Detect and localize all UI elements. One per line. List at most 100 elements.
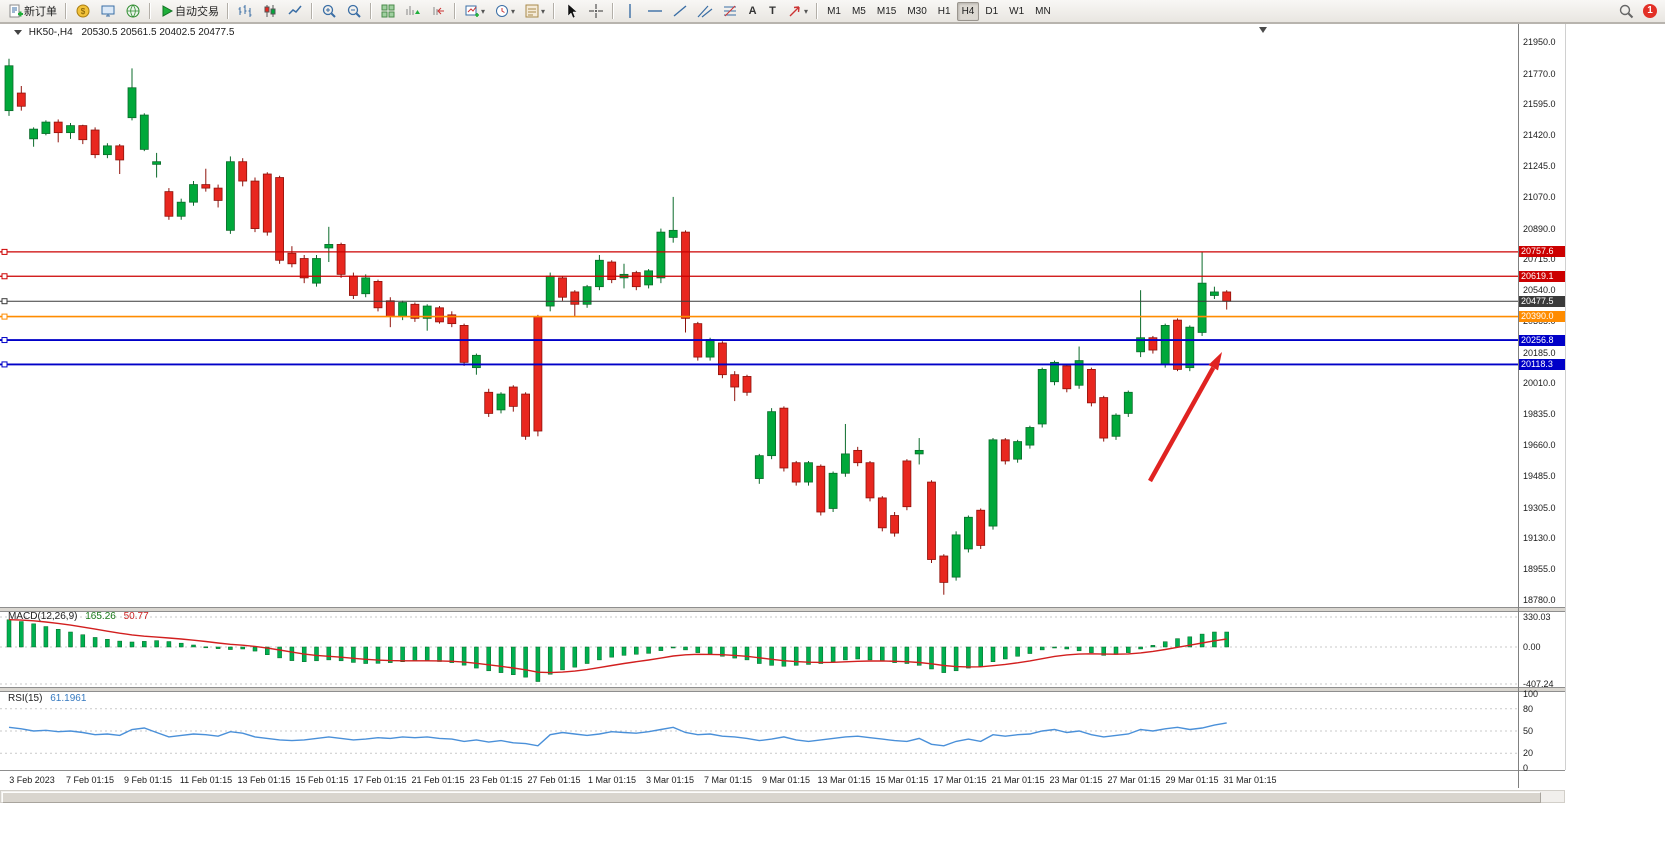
notification-badge[interactable]: 1 bbox=[1643, 4, 1657, 18]
templates-button[interactable]: ▾ bbox=[520, 2, 549, 21]
coin-icon: $ bbox=[75, 3, 91, 19]
tile-windows-button[interactable] bbox=[376, 2, 400, 21]
dropdown-caret-icon: ▾ bbox=[541, 6, 546, 16]
auto-trading-button[interactable]: 自动交易 bbox=[155, 2, 223, 21]
time-axis-label: 3 Mar 01:15 bbox=[645, 775, 695, 785]
timeframe-D1[interactable]: D1 bbox=[980, 2, 1003, 21]
timeframe-MN[interactable]: MN bbox=[1030, 2, 1056, 21]
macd-tick-label: -407.24 bbox=[1523, 679, 1554, 689]
toolbar-separator bbox=[370, 3, 372, 19]
search-icon bbox=[1618, 3, 1634, 19]
time-axis-label: 15 Mar 01:15 bbox=[875, 775, 929, 785]
search-button[interactable] bbox=[1614, 2, 1638, 21]
vertical-line-tool-button[interactable] bbox=[618, 2, 642, 21]
timeframe-M15[interactable]: M15 bbox=[872, 2, 901, 21]
deposit-button[interactable]: $ bbox=[71, 2, 95, 21]
rsi-value: 61.1961 bbox=[50, 693, 87, 704]
text-label-tool-label: T bbox=[769, 5, 776, 17]
price-line-tag: 20118.3 bbox=[1519, 358, 1565, 370]
crosshair-icon bbox=[588, 3, 604, 19]
dropdown-caret-icon: ▾ bbox=[481, 6, 486, 16]
line-chart-icon bbox=[287, 3, 303, 19]
timeframe-M5[interactable]: M5 bbox=[847, 2, 871, 21]
price-tick-label: 21420.0 bbox=[1523, 130, 1556, 141]
rsi-indicator-label: RSI(15) 61.1961 bbox=[8, 693, 86, 704]
trendline-icon bbox=[672, 3, 688, 19]
price-line-tag: 20477.5 bbox=[1519, 295, 1565, 307]
zoom-in-button[interactable] bbox=[317, 2, 341, 21]
chart-shift-marker-icon[interactable] bbox=[1259, 27, 1267, 33]
bar-chart-mode-button[interactable] bbox=[233, 2, 257, 21]
timeframe-M1[interactable]: M1 bbox=[822, 2, 846, 21]
time-axis-label: 21 Feb 01:15 bbox=[411, 775, 465, 785]
new-chart-button[interactable]: ▾ bbox=[460, 2, 489, 21]
timeframe-H1[interactable]: H1 bbox=[933, 2, 956, 21]
candle-chart-icon bbox=[262, 3, 278, 19]
time-axis-label: 31 Mar 01:15 bbox=[1223, 775, 1277, 785]
macd-signal-value: 50.77 bbox=[123, 611, 149, 622]
ohlc-readout: 20530.5 20561.5 20402.5 20477.5 bbox=[81, 27, 235, 38]
candle-chart-mode-button[interactable] bbox=[258, 2, 282, 21]
svg-text:$: $ bbox=[81, 7, 86, 16]
annotation-arrow bbox=[1148, 366, 1216, 483]
line-chart-mode-button[interactable] bbox=[283, 2, 307, 21]
price-tick-label: 18955.0 bbox=[1523, 564, 1556, 575]
horizontal-line-tool-button[interactable] bbox=[643, 2, 667, 21]
time-axis-label: 29 Mar 01:15 bbox=[1165, 775, 1219, 785]
channel-tool-button[interactable] bbox=[693, 2, 717, 21]
price-tick-label: 20185.0 bbox=[1523, 347, 1556, 358]
time-axis-label: 7 Feb 01:15 bbox=[65, 775, 115, 785]
zoom-out-button[interactable] bbox=[342, 2, 366, 21]
time-axis-label: 13 Mar 01:15 bbox=[817, 775, 871, 785]
toolbar-separator bbox=[311, 3, 313, 19]
play-icon bbox=[159, 3, 175, 19]
horizontal-scrollbar[interactable] bbox=[0, 790, 1565, 803]
toolbar-separator bbox=[149, 3, 151, 19]
cursor-tool-button[interactable] bbox=[559, 2, 583, 21]
new-chart-icon bbox=[464, 3, 480, 19]
text-label-tool-button[interactable]: T bbox=[763, 2, 782, 21]
new-order-label: 新订单 bbox=[24, 6, 57, 18]
time-axis-label: 9 Feb 01:15 bbox=[123, 775, 173, 785]
vertical-line-icon bbox=[622, 3, 638, 19]
toolbar-separator bbox=[816, 3, 819, 19]
horizontal-line-icon bbox=[647, 3, 663, 19]
time-axis-label: 1 Mar 01:15 bbox=[587, 775, 637, 785]
new-order-button[interactable]: 新订单 bbox=[4, 2, 61, 21]
toolbar-separator bbox=[227, 3, 229, 19]
timeframe-H4[interactable]: H4 bbox=[956, 1, 980, 21]
chart-shift-icon bbox=[430, 3, 446, 19]
crosshair-tool-button[interactable] bbox=[584, 2, 608, 21]
time-axis-label: 15 Feb 01:15 bbox=[295, 775, 349, 785]
channel-icon bbox=[697, 3, 713, 19]
price-line-tag: 20619.1 bbox=[1519, 270, 1565, 282]
zoom-out-icon bbox=[346, 3, 362, 19]
market-watch-button[interactable] bbox=[96, 2, 120, 21]
collapse-arrow-icon bbox=[14, 30, 22, 35]
web-button[interactable] bbox=[121, 2, 145, 21]
price-tick-label: 20540.0 bbox=[1523, 285, 1556, 296]
price-tick-label: 21070.0 bbox=[1523, 191, 1556, 202]
scrollbar-thumb[interactable] bbox=[2, 792, 1541, 803]
arrows-tool-button[interactable]: ▾ bbox=[783, 2, 812, 21]
price-tick-label: 19485.0 bbox=[1523, 470, 1556, 481]
monitor-icon bbox=[100, 3, 116, 19]
periods-button[interactable]: ▾ bbox=[490, 2, 519, 21]
timeframe-W1[interactable]: W1 bbox=[1004, 2, 1029, 21]
macd-main-value: 165.26 bbox=[85, 611, 116, 622]
price-tick-label: 20010.0 bbox=[1523, 378, 1556, 389]
timeframe-M30[interactable]: M30 bbox=[902, 2, 931, 21]
text-tool-button[interactable]: A bbox=[743, 2, 762, 21]
price-tick-label: 18780.0 bbox=[1523, 595, 1556, 605]
auto-scroll-button[interactable] bbox=[401, 2, 425, 21]
trendline-tool-button[interactable] bbox=[668, 2, 692, 21]
price-tick-label: 21770.0 bbox=[1523, 68, 1556, 79]
macd-title: MACD(12,26,9) bbox=[8, 611, 78, 622]
rsi-tick-label: 0 bbox=[1523, 763, 1529, 773]
fibonacci-tool-button[interactable] bbox=[718, 2, 742, 21]
new-order-icon bbox=[8, 3, 24, 19]
chart-shift-button[interactable] bbox=[426, 2, 450, 21]
timeframe-group: M1 M5 M15 M30 H1 H4 D1 W1 MN bbox=[822, 1, 1056, 21]
price-line-tag: 20757.6 bbox=[1519, 246, 1565, 258]
